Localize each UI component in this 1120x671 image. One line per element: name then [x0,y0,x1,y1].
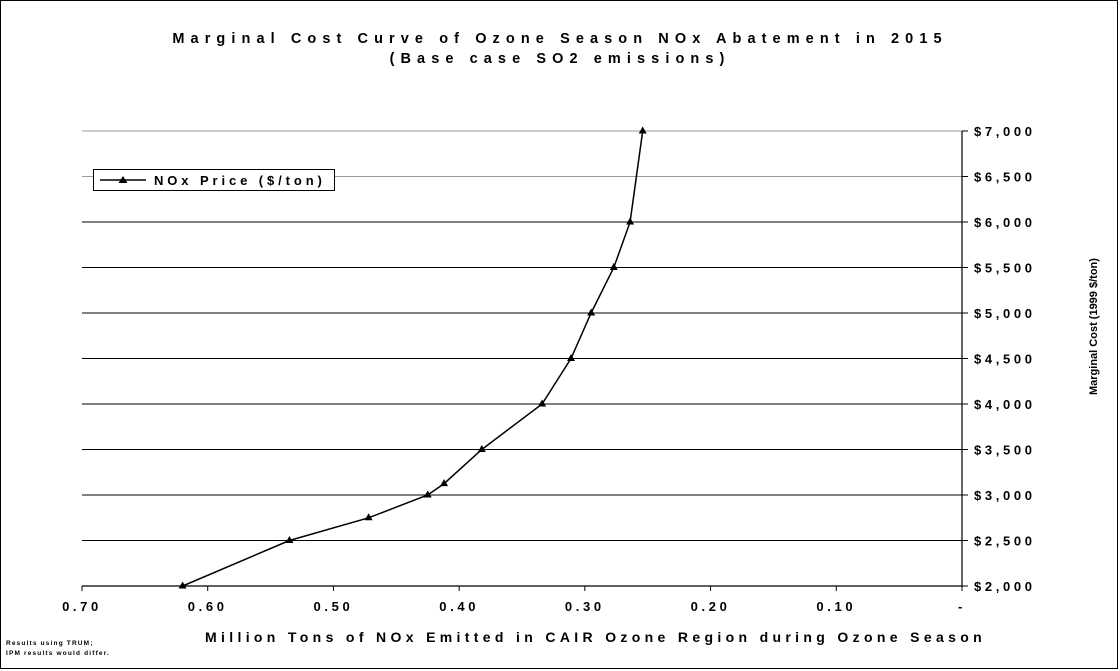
y-tick-label: $3,000 [974,488,1036,503]
data-point-marker [567,354,576,361]
data-point-marker [538,399,547,407]
y-tick-labels: $2,000 $2,500 $3,000 $3,500 $4,000 $4,500 $5,0… [974,124,1036,594]
x-tick-label: 0.30 [565,599,605,614]
x-tick-label: 0.10 [816,599,856,614]
data-point-marker [178,581,187,589]
x-tick-label: 0.70 [62,599,102,614]
y-tick-label: $5,000 [974,306,1036,321]
y-tick-label: $4,500 [974,352,1036,367]
axes [81,130,968,591]
x-tick-label: - [958,599,966,614]
footnote-line-2: IPM results would differ. [6,650,111,657]
data-point-marker [609,263,618,270]
x-tick-label: 0.20 [691,599,731,614]
data-point-marker [638,126,647,134]
legend-entry-label: NOx Price ($/ton) [154,172,326,188]
data-point-marker [285,536,294,543]
y-tick-label: $6,500 [974,170,1036,185]
x-tick-label: 0.60 [188,599,228,614]
gridlines [82,130,962,541]
series-line [182,130,644,587]
y-tick-label: $5,500 [974,261,1036,276]
x-tick-label: 0.40 [439,599,479,614]
data-point-marker [364,513,373,521]
y-tick-label: $2,000 [974,579,1036,594]
data-point-marker [477,445,486,452]
x-tick-labels: 0.70 0.60 0.50 0.40 0.30 0.20 0.10 - [62,599,966,614]
y-tick-label: $7,000 [974,124,1036,139]
footnote-line-1: Results using TRUM; [6,640,94,647]
series-layer [178,126,647,589]
chart-title: Marginal Cost Curve of Ozone Season NOx … [172,31,948,47]
y-tick-label: $3,500 [974,443,1036,458]
y-tick-label: $4,000 [974,397,1036,412]
y-axis-label: Marginal Cost (1999 $/ton) [1088,258,1100,395]
legend: NOx Price ($/ton) [93,169,335,191]
legend-line-triangle-icon [100,176,146,183]
data-point-marker [626,217,635,225]
x-axis-label: Million Tons of NOx Emitted in CAIR Ozon… [205,629,986,645]
y-tick-label: $6,000 [974,215,1036,230]
data-point-marker [587,308,596,316]
data-point-marker [423,490,432,498]
data-point-marker [440,479,449,487]
x-tick-label: 0.50 [313,599,353,614]
y-tick-label: $2,500 [974,534,1036,549]
chart-subtitle: (Base case SO2 emissions) [389,51,731,67]
